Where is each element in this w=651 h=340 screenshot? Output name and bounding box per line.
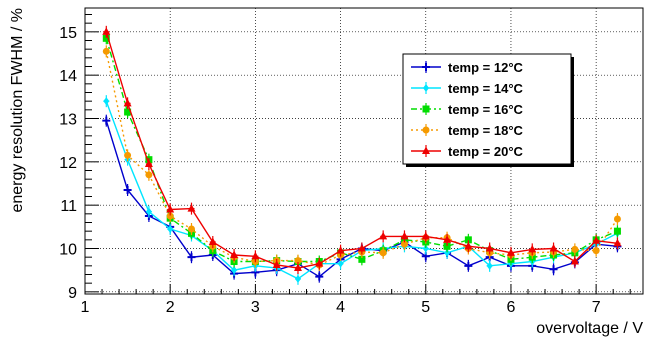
x-tick-label: 4: [336, 299, 345, 316]
legend-label: temp = 16°C: [448, 102, 524, 117]
data-point: [294, 257, 302, 265]
data-point: [549, 244, 558, 252]
legend-entries: temp = 12°C temp = 14°C temp = 16°C temp = …: [411, 60, 524, 159]
data-point: [102, 116, 111, 125]
legend-swatch-marker: [422, 63, 430, 71]
data-point: [123, 98, 132, 107]
data-point: [187, 204, 196, 212]
data-point: [124, 108, 132, 116]
legend-swatch-marker: [423, 84, 429, 92]
series-4: [102, 25, 622, 274]
data-point: [464, 261, 473, 270]
x-tick-label: 2: [166, 299, 175, 316]
data-point: [315, 259, 324, 267]
data-point: [337, 259, 344, 268]
legend-swatch-marker: [422, 146, 430, 154]
data-point: [167, 225, 174, 233]
legend-label: temp = 20°C: [448, 144, 524, 159]
data-point: [208, 237, 217, 245]
data-point: [231, 266, 238, 275]
data-point: [549, 265, 558, 274]
data-point: [444, 248, 451, 257]
data-point: [145, 207, 152, 216]
legend-label: temp = 12°C: [448, 60, 524, 75]
data-point: [464, 241, 473, 250]
data-point: [144, 159, 153, 167]
data-point: [123, 186, 132, 194]
data-point: [187, 253, 196, 262]
data-point: [357, 244, 366, 252]
data-point: [230, 250, 239, 258]
data-point: [613, 227, 621, 235]
data-point: [592, 247, 600, 255]
data-point: [294, 274, 301, 283]
x-axis-label: overvoltage / V: [536, 320, 643, 337]
data-point: [102, 27, 111, 35]
data-point: [102, 34, 110, 42]
legend-label: temp = 14°C: [448, 81, 524, 96]
data-point: [613, 215, 621, 223]
x-tick-label: 5: [421, 299, 430, 316]
data-point: [421, 231, 430, 240]
y-tick-label: 11: [60, 198, 77, 215]
data-point: [102, 47, 110, 55]
data-point: [145, 171, 153, 179]
data-point: [166, 205, 175, 213]
y-tick-label: 12: [59, 155, 77, 172]
data-point: [613, 238, 622, 247]
y-tick-label: 14: [59, 68, 77, 85]
data-point: [571, 245, 579, 253]
x-tick-label: 6: [507, 299, 516, 316]
legend: temp = 12°C temp = 14°C temp = 16°C temp = …: [402, 53, 574, 167]
data-point: [251, 251, 260, 260]
data-point: [124, 151, 132, 159]
legend-entry-1: temp = 14°C: [411, 81, 524, 96]
legend-entry-4: temp = 20°C: [411, 144, 524, 159]
data-point: [506, 248, 515, 256]
data-point: [293, 263, 302, 271]
data-point: [336, 246, 345, 254]
data-point: [315, 272, 324, 281]
x-tick-label: 7: [592, 299, 601, 316]
legend-shadow-bottom: [406, 164, 574, 167]
data-point: [358, 255, 366, 263]
data-point: [486, 261, 493, 270]
data-point: [166, 212, 174, 220]
data-point: [422, 244, 429, 253]
data-point: [570, 257, 579, 265]
data-point: [379, 249, 387, 257]
data-point: [272, 260, 281, 268]
data-point: [443, 235, 452, 243]
y-tick-label: 15: [59, 25, 77, 42]
series-layer: [102, 25, 622, 285]
legend-entry-2: temp = 16°C: [411, 102, 524, 117]
x-tick-label: 3: [251, 299, 260, 316]
data-point: [528, 244, 537, 253]
data-point: [485, 244, 494, 252]
data-point: [103, 97, 110, 106]
data-point: [187, 225, 195, 233]
legend-swatch-marker: [422, 105, 430, 113]
data-point: [379, 231, 388, 240]
y-tick-label: 13: [59, 112, 77, 129]
legend-entry-3: temp = 18°C: [411, 123, 524, 138]
data-point: [400, 231, 409, 240]
data-point: [464, 236, 472, 244]
y-axis-label: energy resolution FWHM / %: [9, 8, 26, 213]
x-tick-label: 1: [81, 299, 90, 316]
plot-frame: [84, 7, 644, 295]
legend-shadow-right: [571, 57, 574, 167]
y-tick-label: 10: [59, 242, 77, 259]
legend-entry-0: temp = 12°C: [411, 60, 524, 75]
data-point: [592, 236, 601, 244]
data-point: [400, 240, 408, 248]
data-point: [443, 242, 451, 250]
y-tick-label: 9: [68, 285, 77, 302]
legend-label: temp = 18°C: [448, 123, 524, 138]
legend-swatch-marker: [422, 126, 430, 134]
